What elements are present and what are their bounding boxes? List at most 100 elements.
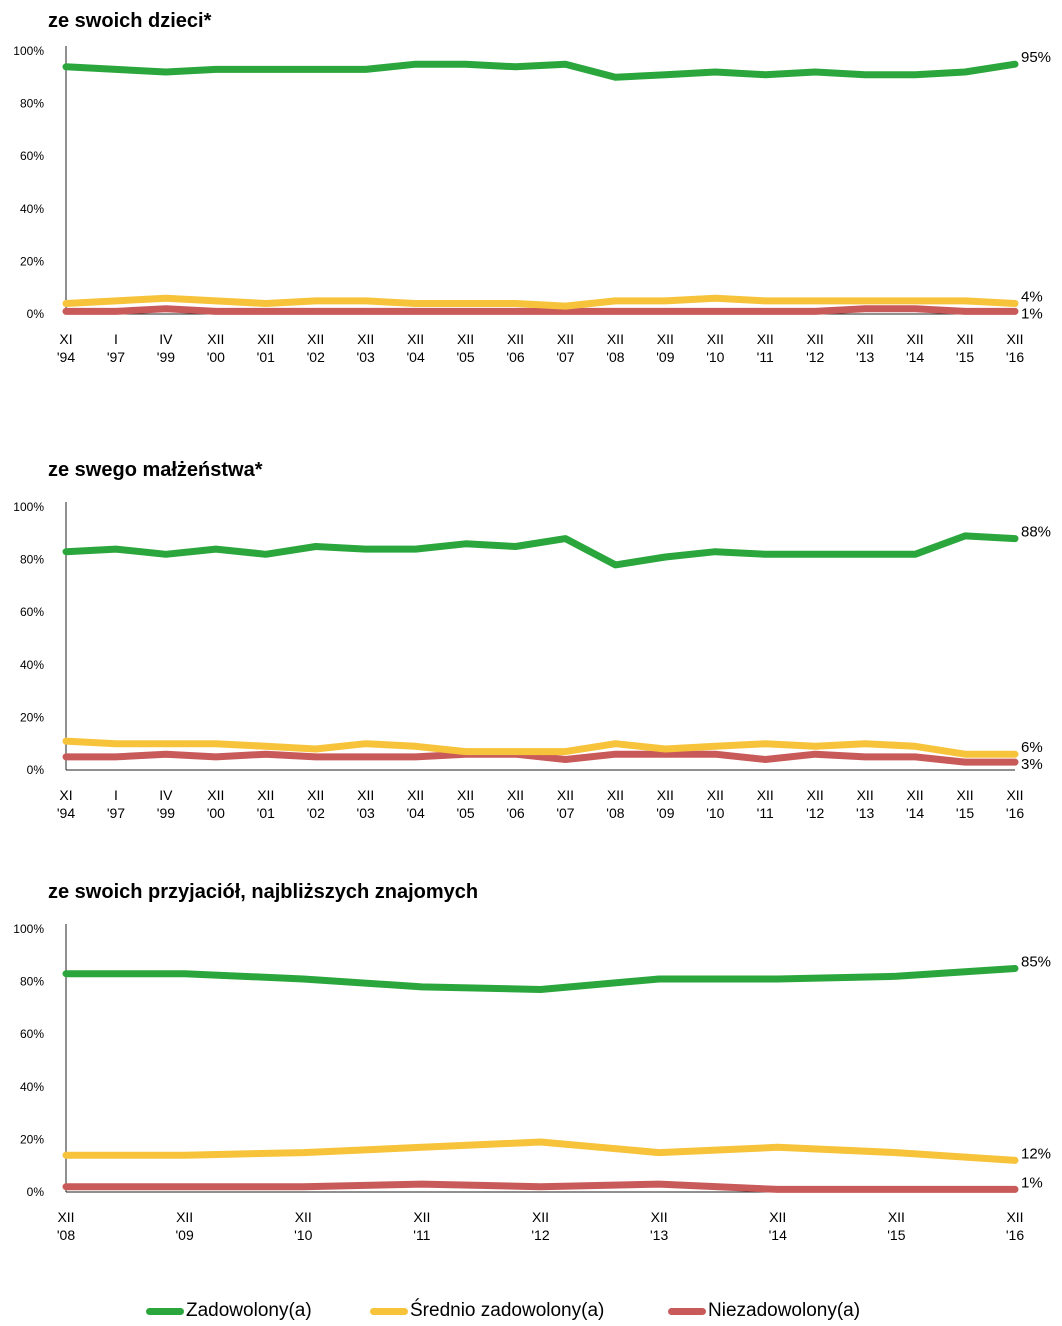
x-tick-label-year: '03 bbox=[357, 349, 375, 365]
x-tick-label-period: XII bbox=[807, 331, 824, 347]
x-tick-label: XI '94 bbox=[57, 331, 75, 365]
x-tick-label-year: '97 bbox=[107, 805, 125, 821]
series-line-niezadowolony bbox=[62, 305, 1019, 315]
x-tick-label: XII '08 bbox=[57, 1209, 75, 1243]
x-tick-label: XII '03 bbox=[357, 331, 375, 365]
x-tick-label: XII '13 bbox=[650, 1209, 668, 1243]
x-tick-label-period: XII bbox=[956, 331, 973, 347]
x-tick-label: XII '07 bbox=[556, 331, 574, 365]
x-tick-label-period: XII bbox=[295, 1209, 312, 1225]
x-tick-label: XII '13 bbox=[856, 331, 874, 365]
chart-title-przyjaciele: ze swoich przyjaciół, najbliższych znajo… bbox=[48, 881, 479, 903]
x-tick-label: XII '12 bbox=[531, 1209, 549, 1243]
x-tick-label-period: XII bbox=[607, 331, 624, 347]
y-tick-label: 60% bbox=[20, 1027, 44, 1041]
legend-item-zadowolony: Zadowolony(a) bbox=[146, 1300, 312, 1322]
x-tick-label-period: XII bbox=[407, 331, 424, 347]
x-tick-label: XII '14 bbox=[769, 1209, 787, 1243]
y-tick-label: 80% bbox=[20, 975, 44, 989]
x-tick-label: IV '99 bbox=[157, 787, 175, 821]
x-tick-label: XII '00 bbox=[207, 331, 225, 365]
series-line-srednio bbox=[62, 1138, 1019, 1164]
x-tick-label-year: '01 bbox=[257, 805, 275, 821]
y-tick-label: 80% bbox=[20, 97, 44, 111]
x-tick-label-period: XI bbox=[59, 787, 72, 803]
x-tick-label: XII '16 bbox=[1006, 331, 1024, 365]
legend-swatch-srednio bbox=[370, 1307, 408, 1315]
x-tick-label-period: XII bbox=[57, 1209, 74, 1225]
x-tick-label-period: XII bbox=[407, 787, 424, 803]
x-tick-label-year: '02 bbox=[307, 349, 325, 365]
x-tick-label: XII '06 bbox=[506, 787, 524, 821]
x-tick-label-period: XII bbox=[888, 1209, 905, 1225]
end-label-zadowolony: 95% bbox=[1021, 49, 1051, 66]
x-tick-label-period: XII bbox=[207, 787, 224, 803]
y-tick-label: 60% bbox=[20, 149, 44, 163]
y-tick-label: 40% bbox=[20, 658, 44, 672]
x-tick-label-year: '16 bbox=[1006, 805, 1024, 821]
x-tick-label: XII '07 bbox=[556, 787, 574, 821]
end-label-niezadowolony: 1% bbox=[1021, 305, 1043, 322]
x-tick-label-year: '00 bbox=[207, 349, 225, 365]
x-tick-label-year: '15 bbox=[887, 1227, 905, 1243]
end-label-niezadowolony: 3% bbox=[1021, 756, 1043, 773]
x-tick-label-year: '08 bbox=[606, 805, 624, 821]
x-tick-label-year: '15 bbox=[956, 349, 974, 365]
x-tick-label: XII '01 bbox=[257, 331, 275, 365]
x-tick-label: XII '16 bbox=[1006, 787, 1024, 821]
x-tick-label-year: '08 bbox=[606, 349, 624, 365]
x-tick-label-year: '11 bbox=[757, 805, 774, 821]
x-tick-label-period: XII bbox=[857, 787, 874, 803]
x-tick-label: XII '01 bbox=[257, 787, 275, 821]
chart-title-malzenstwo: ze swego małżeństwa* bbox=[48, 459, 263, 481]
y-tick-label: 0% bbox=[27, 307, 45, 321]
x-tick-label: XII '13 bbox=[856, 787, 874, 821]
x-tick-label-period: XII bbox=[457, 331, 474, 347]
x-tick-label: XII '11 bbox=[757, 331, 774, 365]
y-tick-label: 20% bbox=[20, 1132, 44, 1146]
x-tick-label-year: '09 bbox=[656, 349, 674, 365]
x-tick-label-year: '16 bbox=[1006, 1227, 1024, 1243]
chart-przyjaciele: 0% 20% 40% 60% 80% 100% XII '08 XII '09 XII '10 XII '… bbox=[13, 922, 1051, 1243]
x-tick-label: XII '10 bbox=[706, 787, 724, 821]
x-tick-label-period: XII bbox=[507, 787, 524, 803]
x-tick-label-period: IV bbox=[159, 787, 173, 803]
series-line-niezadowolony bbox=[62, 1180, 1019, 1193]
x-tick-label-year: '07 bbox=[556, 349, 574, 365]
x-tick-label-period: XII bbox=[413, 1209, 430, 1225]
x-tick-label-period: IV bbox=[159, 331, 173, 347]
x-tick-label-period: XII bbox=[651, 1209, 668, 1225]
series-line-zadowolony bbox=[62, 60, 1019, 81]
x-tick-label: XII '09 bbox=[656, 787, 674, 821]
x-tick-label: XII '16 bbox=[1006, 1209, 1024, 1243]
x-tick-label-period: XII bbox=[1006, 1209, 1023, 1225]
x-tick-label: XII '09 bbox=[176, 1209, 194, 1243]
x-tick-label-year: '05 bbox=[456, 805, 474, 821]
x-tick-label: I '97 bbox=[107, 331, 125, 365]
x-tick-label: XII '02 bbox=[307, 331, 325, 365]
x-tick-label-period: XII bbox=[907, 331, 924, 347]
x-tick-label-period: XII bbox=[757, 331, 774, 347]
series-line-srednio bbox=[62, 294, 1019, 310]
x-tick-label: XII '04 bbox=[407, 787, 425, 821]
x-tick-label-year: '97 bbox=[107, 349, 125, 365]
x-tick-label-period: XII bbox=[657, 787, 674, 803]
x-tick-label-period: XII bbox=[857, 331, 874, 347]
x-tick-label-period: XII bbox=[956, 787, 973, 803]
x-tick-label-year: '13 bbox=[650, 1227, 668, 1243]
x-tick-label-year: '13 bbox=[856, 805, 874, 821]
x-tick-label-year: '14 bbox=[906, 805, 924, 821]
x-tick-label: XII '04 bbox=[407, 331, 425, 365]
x-tick-label-year: '06 bbox=[506, 805, 524, 821]
x-tick-label: XI '94 bbox=[57, 787, 75, 821]
y-tick-label: 0% bbox=[27, 1185, 45, 1199]
x-tick-label-year: '15 bbox=[956, 805, 974, 821]
x-tick-label-year: '10 bbox=[294, 1227, 312, 1243]
x-tick-label-period: XII bbox=[507, 331, 524, 347]
x-tick-label-period: XII bbox=[307, 331, 324, 347]
x-tick-label: XII '03 bbox=[357, 787, 375, 821]
x-tick-label-year: '94 bbox=[57, 805, 75, 821]
x-tick-label-year: '07 bbox=[556, 805, 574, 821]
